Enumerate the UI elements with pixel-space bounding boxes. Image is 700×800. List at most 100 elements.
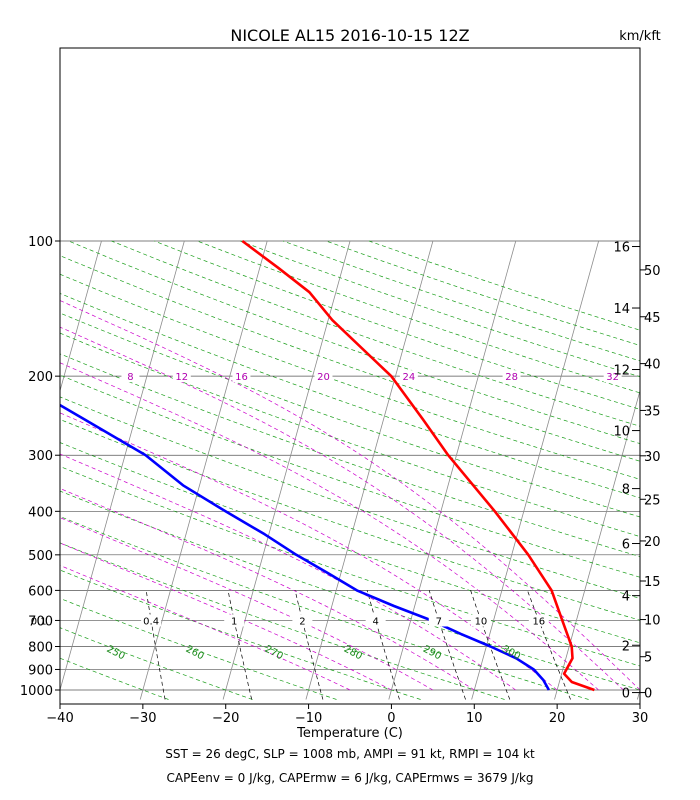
pressure-tick-label: 200	[28, 370, 53, 385]
moist-adiabat-label: 28	[505, 372, 518, 383]
kft-tick-label: 20	[644, 535, 661, 550]
moist-adiabat-line	[60, 362, 599, 691]
moist-adiabat-line	[60, 488, 475, 691]
chart-title: NICOLE AL15 2016-10-15 12Z	[230, 26, 469, 45]
km-tick-label: 2	[622, 639, 630, 654]
mixing-ratio-line	[527, 590, 571, 700]
mixing-ratio-label-bg	[365, 614, 386, 627]
x-tick-label: 30	[632, 711, 649, 726]
x-tick-label: −10	[295, 711, 322, 726]
dry-adiabat-line	[240, 240, 640, 378]
dry-adiabat-line	[60, 374, 640, 578]
mixing-ratio-line	[366, 590, 400, 700]
moist-adiabat-label: 20	[317, 372, 330, 383]
moist-adiabat-line	[60, 326, 624, 691]
dry-adiabat-line	[282, 240, 640, 362]
km-tick-label: 12	[613, 364, 630, 379]
dry-adiabat-line	[60, 332, 640, 537]
mixing-ratio-line	[294, 590, 324, 700]
pressure-tick-label: 500	[28, 549, 53, 564]
x-tick-label: −20	[212, 711, 239, 726]
kft-tick-label: 30	[644, 450, 661, 465]
moist-adiabat-line	[60, 565, 351, 691]
mixing-ratio-label-bg	[528, 614, 549, 627]
kft-tick-label: 10	[644, 614, 661, 629]
dry-adiabat-line	[60, 490, 640, 691]
pressure-tick-label: 300	[28, 449, 53, 464]
pressure-tick-label: 700	[28, 614, 53, 629]
mixing-ratio-label-bg	[292, 614, 313, 627]
pressure-tick-label: 100	[28, 235, 53, 250]
x-tick-label: −30	[129, 711, 156, 726]
kft-tick-label: 45	[644, 311, 661, 326]
right-axis-label: km/kft	[619, 29, 661, 44]
kft-tick-label: 0	[644, 687, 652, 702]
dry-adiabat-line	[60, 442, 640, 644]
dry-adiabat-line	[60, 569, 421, 700]
isotherm-line	[60, 240, 102, 393]
km-tick-label: 14	[613, 302, 630, 317]
dry-adiabat-line	[60, 516, 589, 700]
dry-adiabat-line	[60, 466, 640, 667]
pressure-tick-label: 800	[28, 640, 53, 655]
mixing-ratio-label: 16	[532, 616, 545, 627]
x-axis-label: Temperature (C)	[296, 726, 403, 741]
x-tick-label: 10	[466, 711, 483, 726]
moist-adiabat-label: 24	[402, 372, 415, 383]
kft-tick-label: 50	[644, 264, 661, 279]
isotherm-line	[305, 240, 434, 700]
moist-label-bg	[232, 370, 251, 383]
pressure-tick-label: 400	[28, 505, 53, 520]
axes: −40 −30 −20 −10 0 10 20 30100200300400500600700…	[20, 235, 661, 726]
kft-tick-label: 5	[644, 651, 652, 666]
mixing-ratio-label: 2	[299, 616, 305, 627]
background-lines	[60, 240, 640, 700]
moist-label-bg	[121, 370, 140, 383]
footer-line-1: SST = 26 degC, SLP = 1008 mb, AMPI = 91 …	[165, 747, 535, 761]
mixing-ratio-label: 10	[475, 616, 488, 627]
dry-adiabat-line	[60, 597, 337, 700]
moist-adiabat-line	[60, 542, 392, 691]
km-tick-label: 6	[622, 538, 630, 553]
footer-line-2: CAPEenv = 0 J/kg, CAPErmw = 6 J/kg, CAPE…	[166, 771, 533, 785]
pressure-tick-label: 600	[28, 584, 53, 599]
moist-label-bg	[172, 370, 191, 383]
moist-adiabat-label: 8	[127, 372, 133, 383]
km-tick-label: 4	[622, 590, 630, 605]
km-tick-label: 0	[622, 687, 630, 702]
moist-adiabat-line	[60, 300, 640, 691]
x-tick-label: −40	[46, 711, 73, 726]
kft-tick-label: 25	[644, 493, 661, 508]
mixing-ratio-line	[470, 590, 511, 700]
isotherm-line	[471, 240, 600, 700]
mixing-ratio-label-bg	[470, 614, 491, 627]
mixing-ratio-line	[428, 590, 466, 700]
moist-adiabat-label: 32	[606, 372, 619, 383]
km-tick-label: 8	[622, 483, 630, 498]
x-tick-label: 0	[387, 711, 395, 726]
mixing-ratio-line	[145, 590, 166, 700]
isotherm-line	[388, 240, 517, 700]
mixing-ratio-label: 4	[372, 616, 378, 627]
dry-adiabat-line	[60, 293, 640, 499]
kft-tick-label: 35	[644, 404, 661, 419]
dry-adiabat-line	[60, 353, 640, 557]
isotherm-line	[554, 389, 640, 700]
dry-adiabat-line	[60, 396, 640, 599]
dry-adiabat-line	[60, 419, 640, 621]
mixing-ratio-line	[227, 590, 253, 700]
dry-adiabat-line	[60, 273, 640, 480]
isotherm-line	[139, 240, 268, 700]
mixing-ratio-label-bg	[141, 614, 162, 627]
moist-adiabat-label: 16	[235, 372, 248, 383]
mixing-ratio-label-bg	[28, 614, 49, 627]
profile-lines	[60, 239, 595, 692]
pressure-tick-label: 900	[28, 663, 53, 678]
moist-label-bg	[314, 370, 333, 383]
moist-label-bg	[399, 370, 418, 383]
mixing-ratio-label-bg	[428, 614, 449, 627]
km-tick-label: 10	[613, 425, 630, 440]
